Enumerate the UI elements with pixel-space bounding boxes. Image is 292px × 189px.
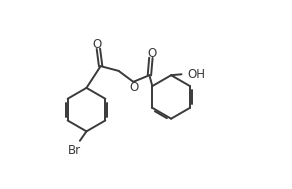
Text: Br: Br — [68, 144, 81, 157]
Text: O: O — [92, 38, 102, 50]
Text: OH: OH — [187, 68, 205, 81]
Text: O: O — [130, 81, 139, 94]
Text: O: O — [147, 47, 157, 60]
